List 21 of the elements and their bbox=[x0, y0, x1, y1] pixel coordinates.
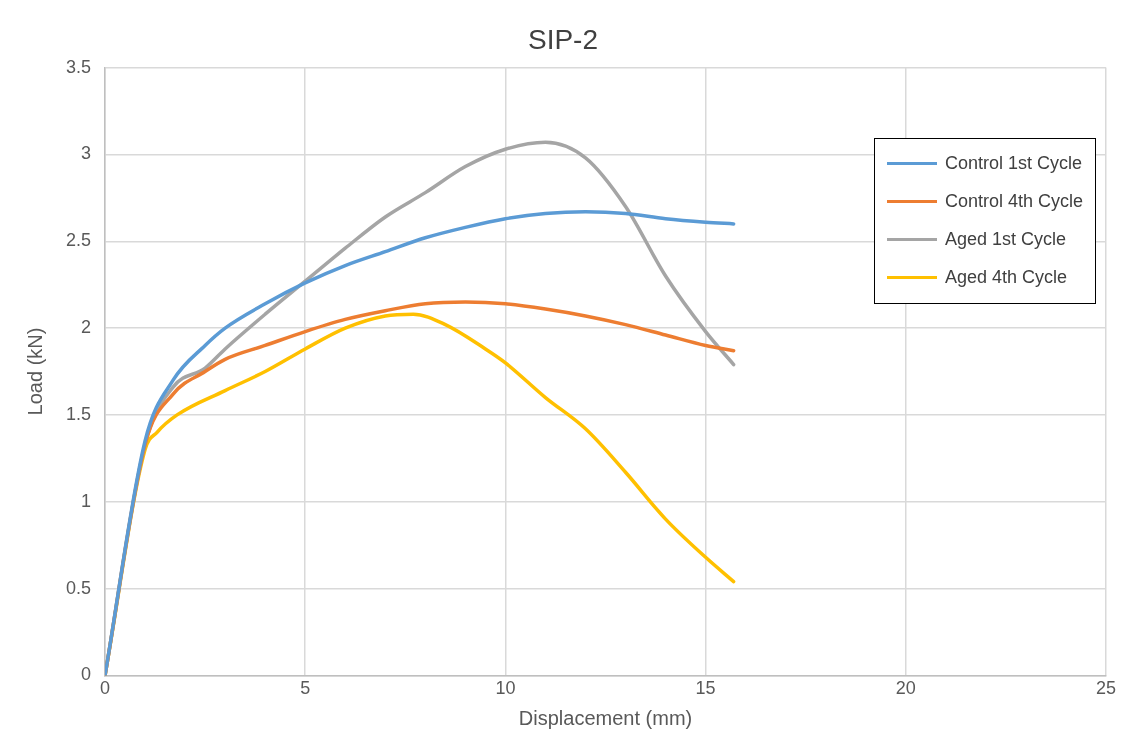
x-tick-label: 0 bbox=[100, 678, 111, 699]
x-tick-label: 15 bbox=[695, 678, 716, 699]
y-tick-label: 0 bbox=[81, 664, 92, 685]
x-tick-label: 10 bbox=[495, 678, 516, 699]
y-tick-label: 1 bbox=[81, 490, 92, 511]
x-tick-label: 25 bbox=[1095, 678, 1117, 699]
x-tick-label: 20 bbox=[895, 678, 916, 699]
x-axis-title: Displacement (mm) bbox=[518, 706, 693, 729]
chart-title: SIP-2 bbox=[527, 23, 599, 55]
y-tick-label: 1.5 bbox=[65, 403, 92, 424]
legend-label: Aged 1st Cycle bbox=[945, 229, 1067, 251]
x-tick-label: 5 bbox=[300, 678, 311, 699]
y-tick-label: 3 bbox=[81, 143, 92, 164]
y-tick-label: 2.5 bbox=[65, 230, 92, 251]
legend-label: Control 4th Cycle bbox=[945, 191, 1084, 213]
legend-label: Aged 4th Cycle bbox=[945, 267, 1068, 289]
y-tick-label: 3.5 bbox=[65, 56, 92, 77]
legend-label: Control 1st Cycle bbox=[945, 153, 1083, 175]
y-tick-label: 0.5 bbox=[65, 577, 92, 598]
y-axis-title: Load (kN) bbox=[23, 327, 46, 416]
y-tick-label: 2 bbox=[81, 317, 92, 338]
